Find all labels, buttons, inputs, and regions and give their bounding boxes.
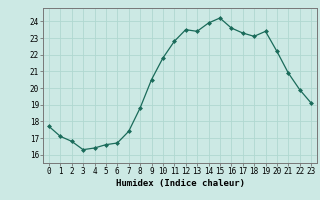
X-axis label: Humidex (Indice chaleur): Humidex (Indice chaleur) (116, 179, 244, 188)
